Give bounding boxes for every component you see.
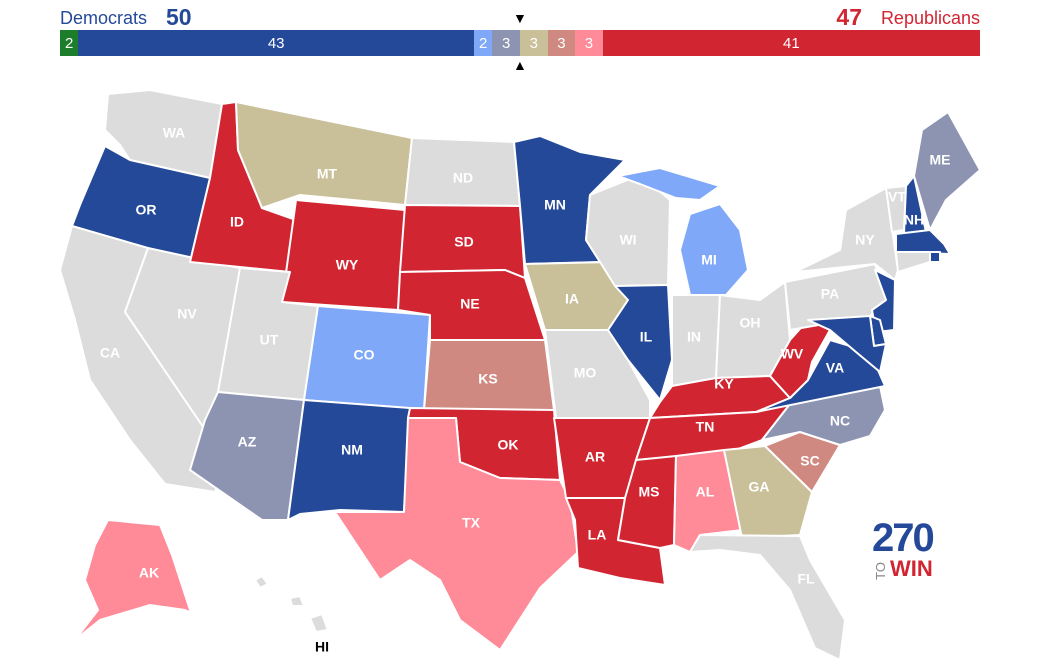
seat-bar-segment[interactable]: 2: [60, 30, 79, 56]
state-ks[interactable]: [423, 339, 555, 411]
state-hi[interactable]: [254, 575, 329, 633]
state-nd[interactable]: [404, 137, 521, 207]
state-in[interactable]: [671, 294, 721, 387]
logo-win-text: WIN: [890, 556, 933, 581]
state-mi[interactable]: [617, 167, 749, 296]
state-tx[interactable]: [334, 417, 579, 651]
seat-bar-segment[interactable]: 43: [78, 30, 474, 56]
state-nm[interactable]: [287, 399, 411, 521]
democrats-total: 50: [166, 4, 192, 30]
senate-forecast-header: Democrats 50 47 Republicans: [60, 4, 980, 30]
state-fl[interactable]: [689, 534, 846, 661]
republicans-label: Republicans: [880, 8, 980, 28]
logo-to-text: TO: [873, 562, 888, 580]
republicans-total: 47: [836, 4, 862, 30]
state-wy[interactable]: [281, 199, 406, 311]
seat-bar-segment[interactable]: 3: [575, 30, 603, 56]
270towin-logo[interactable]: 270 TO WIN: [872, 518, 942, 582]
state-ct[interactable]: [895, 251, 931, 273]
majority-marker-up-icon: ▲: [513, 57, 527, 73]
state-ga[interactable]: [723, 445, 813, 539]
state-mt[interactable]: [235, 101, 413, 209]
seat-bar-segment[interactable]: 3: [547, 30, 576, 56]
logo-270-text: 270: [872, 516, 935, 560]
state-co[interactable]: [303, 305, 431, 411]
state-me[interactable]: [913, 111, 981, 231]
state-ri[interactable]: [929, 251, 941, 263]
seat-balance-bar: 2 43 2 3 3 3 3 41: [60, 30, 980, 56]
state-sd[interactable]: [399, 204, 526, 279]
state-il[interactable]: [607, 284, 673, 401]
label-hi: HI: [315, 639, 329, 655]
state-md[interactable]: [807, 315, 887, 373]
seat-bar-segment[interactable]: 3: [492, 30, 520, 56]
state-ny[interactable]: [794, 187, 899, 281]
democrats-label: Democrats: [60, 8, 148, 28]
seat-bar-segment[interactable]: 41: [602, 30, 980, 56]
majority-marker-down-icon: ▼: [513, 10, 527, 26]
state-ma[interactable]: [895, 229, 951, 255]
state-ak[interactable]: [74, 519, 241, 641]
seat-bar-segment[interactable]: 3: [519, 30, 548, 56]
seat-bar-segment[interactable]: 2: [473, 30, 493, 56]
